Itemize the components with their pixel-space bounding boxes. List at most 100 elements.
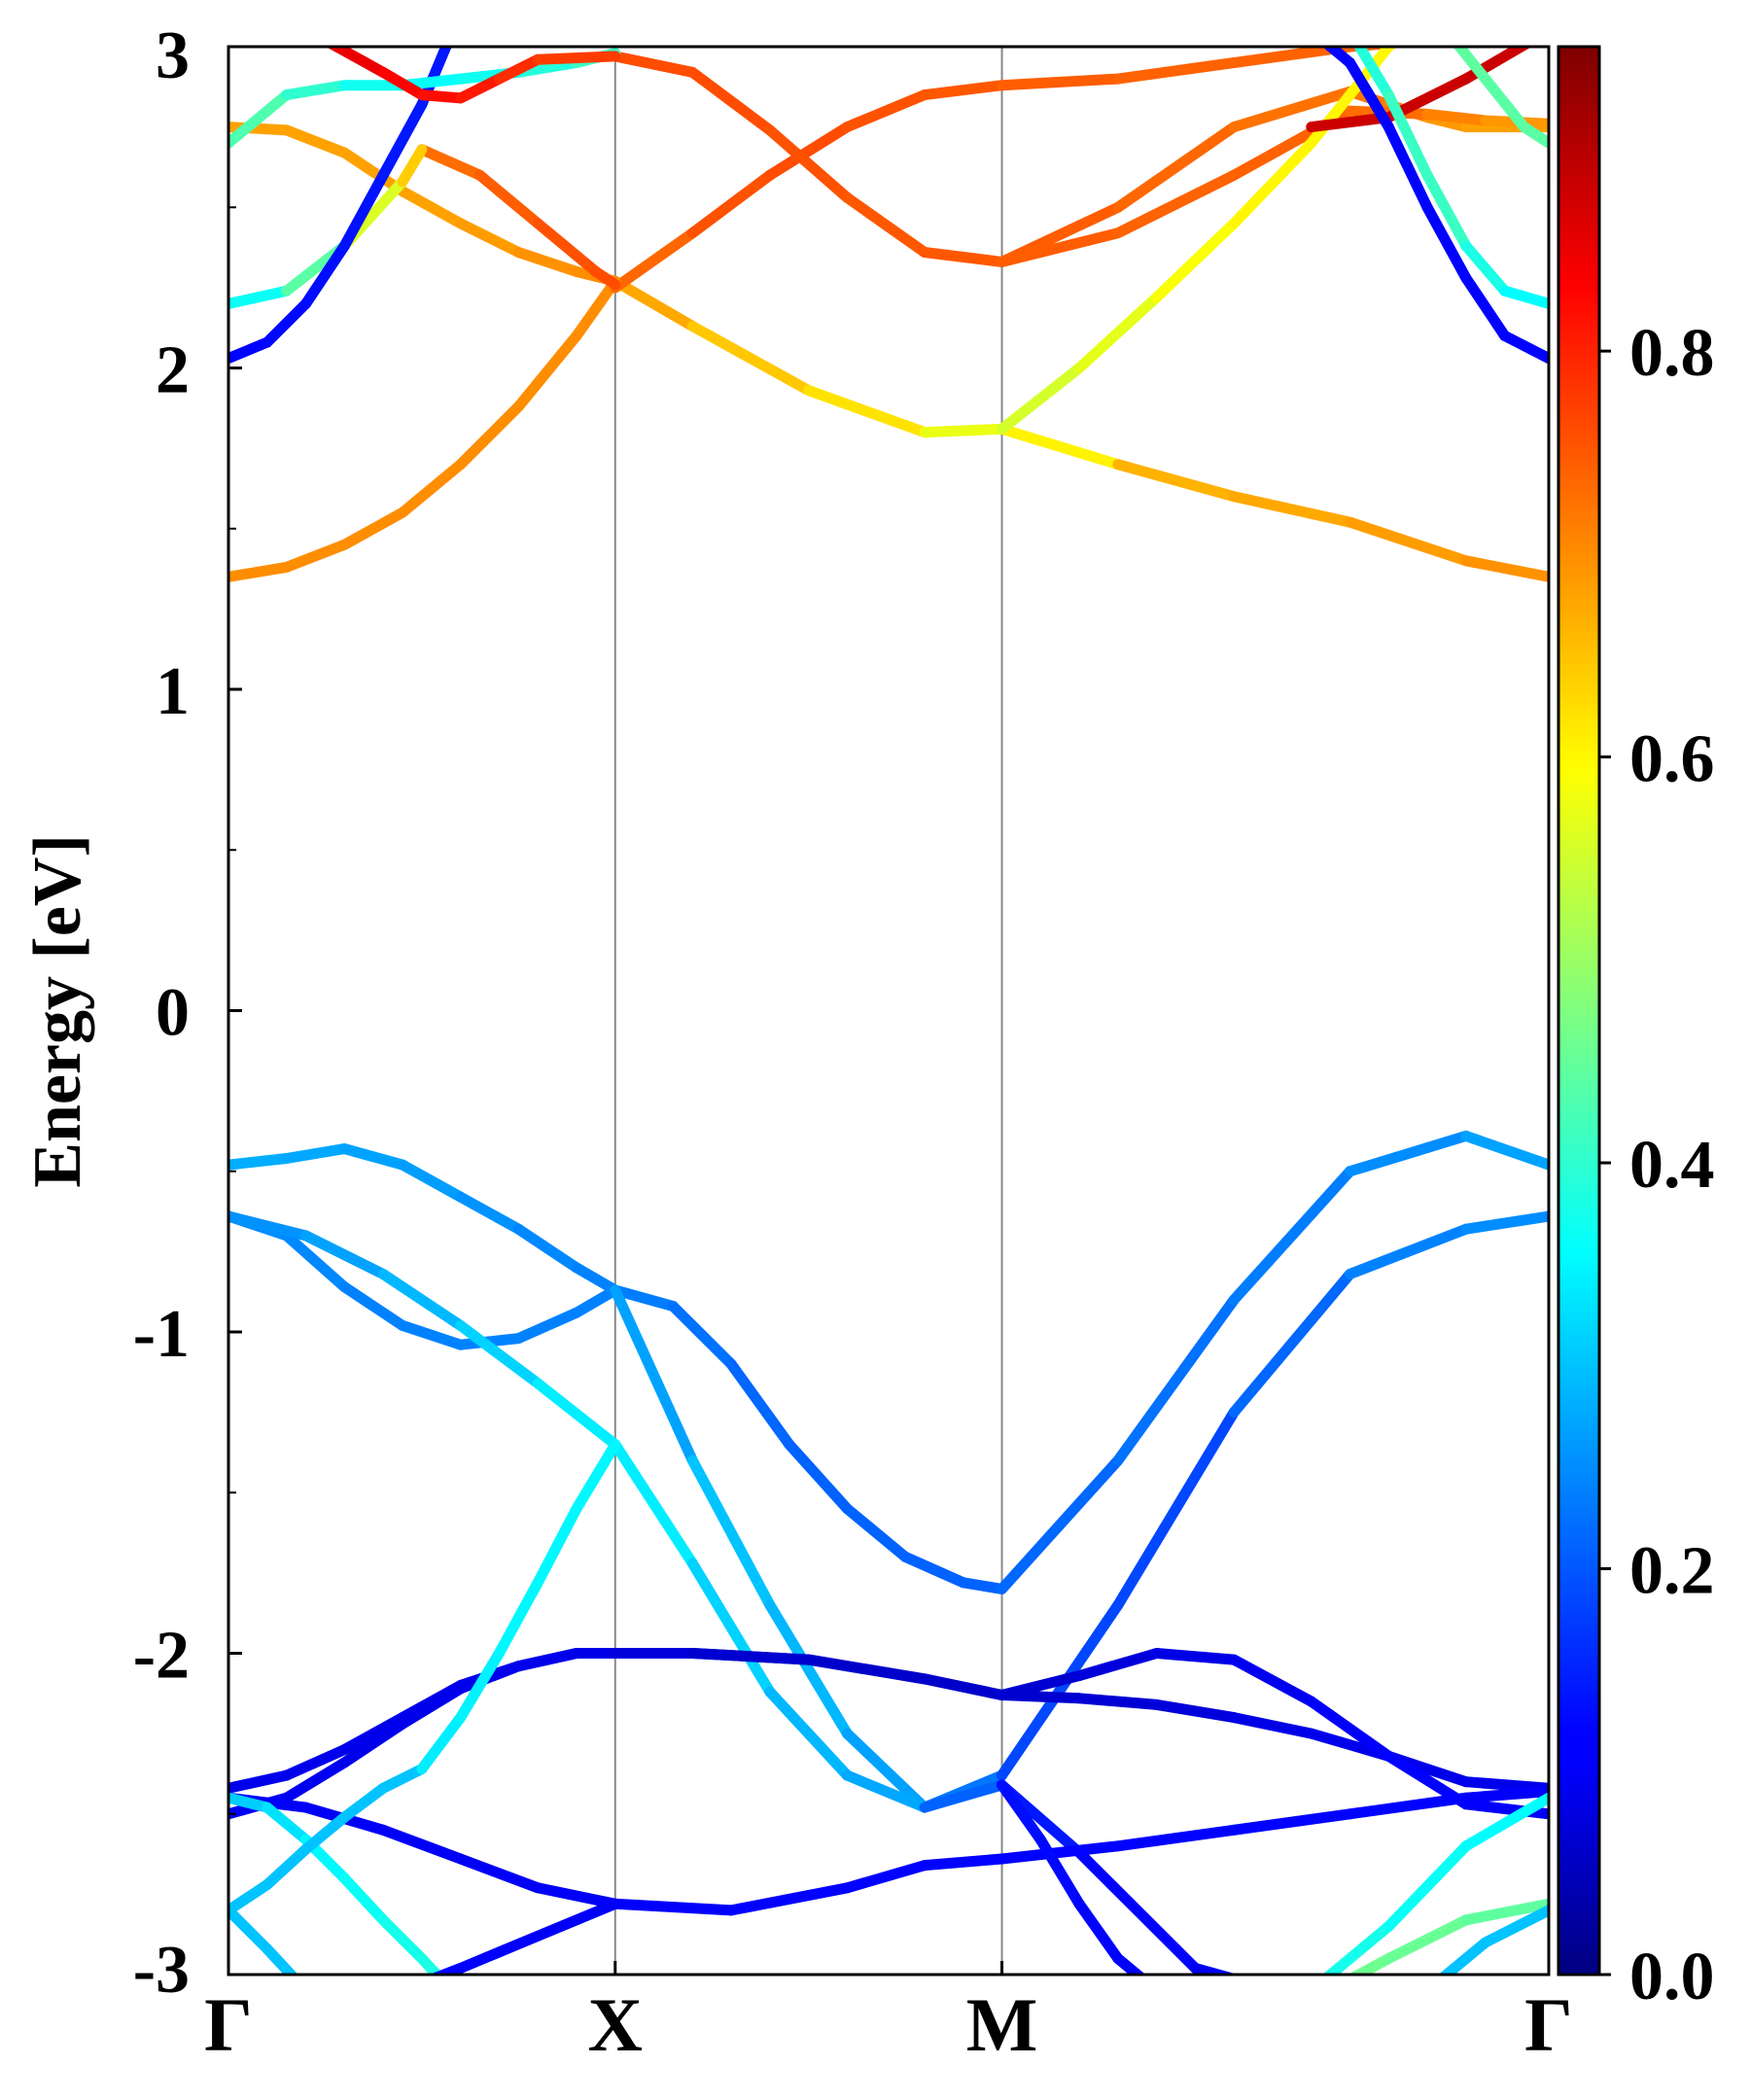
- plot-area: 3 2 1 0 -1 -2 -3 Γ X M Γ: [133, 15, 1573, 2067]
- band-segment: [1112, 1824, 1240, 1852]
- band-segment: [610, 228, 698, 294]
- band-segment: [455, 1319, 543, 1389]
- band-segment: [1460, 1130, 1549, 1171]
- band-segment: [610, 51, 698, 78]
- band-segment: [1421, 201, 1472, 284]
- band-segment: [1452, 47, 1491, 85]
- band-segment: [899, 1551, 969, 1589]
- band-segment: [841, 1503, 911, 1562]
- colorbar-tick-label: 0.6: [1629, 722, 1715, 797]
- band-segment: [841, 89, 930, 133]
- band-segment: [1112, 1407, 1240, 1611]
- band-segment: [228, 336, 273, 365]
- band-segment: [228, 285, 293, 309]
- band-segment: [281, 1757, 350, 1803]
- band-segment: [228, 1210, 312, 1242]
- band-segment: [1228, 1654, 1317, 1707]
- band-segment: [493, 1577, 543, 1659]
- band-segment: [610, 1439, 698, 1569]
- band-segment: [997, 423, 1124, 471]
- band-segment: [1228, 1808, 1355, 1836]
- band-4: [228, 1648, 1549, 1820]
- band-segment: [1112, 1294, 1240, 1466]
- colorbar-tick-label: 0.2: [1629, 1534, 1715, 1609]
- band-segment: [228, 122, 293, 136]
- band-2: [228, 1210, 1427, 2001]
- band-segment: [764, 124, 853, 203]
- band-segment: [397, 144, 428, 188]
- band-segment: [397, 186, 467, 229]
- band-segment: [338, 1718, 408, 1768]
- band-segment: [228, 89, 293, 149]
- band-segment: [1486, 15, 1524, 31]
- y-tick-label: 1: [156, 654, 190, 729]
- band-segment: [281, 80, 350, 101]
- band-segment: [512, 247, 582, 277]
- band-segment: [338, 507, 408, 550]
- band-segment: [667, 1301, 737, 1370]
- band-segment: [1112, 169, 1240, 239]
- band-segment: [841, 1728, 930, 1813]
- band-segment: [1228, 1269, 1355, 1418]
- band-segment: [397, 1683, 467, 1730]
- band-segment: [686, 321, 815, 397]
- band-segment: [919, 1673, 1007, 1700]
- band-segment: [455, 401, 524, 471]
- band-segment: [262, 1943, 298, 1975]
- band-segment: [1228, 86, 1355, 133]
- band-segment: [1345, 516, 1472, 567]
- band-segment: [1112, 1953, 1146, 1975]
- band-segment: [377, 1824, 467, 1865]
- band-segment: [1460, 555, 1549, 582]
- band-segment: [455, 73, 505, 104]
- y-axis-title: Energy [eV]: [20, 834, 95, 1188]
- band-segment: [571, 1262, 621, 1296]
- y-tick-label: -3: [133, 1933, 190, 2008]
- band-segment: [764, 1686, 853, 1781]
- band-segment: [512, 1307, 582, 1345]
- band-segment: [262, 1843, 312, 1890]
- band-segment: [1382, 1914, 1472, 1964]
- band-segment: [997, 228, 1124, 267]
- band-segment: [281, 1230, 350, 1293]
- band-segment: [377, 99, 428, 181]
- band-segment: [1345, 57, 1394, 133]
- band-segment: [455, 1853, 543, 1894]
- band-segment: [512, 1648, 582, 1672]
- band-segment: [725, 1358, 795, 1451]
- band-segment: [997, 363, 1085, 435]
- band-segment: [1345, 1223, 1472, 1279]
- band-segment: [1382, 89, 1433, 181]
- band-segment: [686, 1648, 815, 1665]
- band-segment: [532, 1898, 621, 1942]
- x-tick-label: Γ: [204, 1982, 253, 2067]
- band-segment: [1345, 1130, 1472, 1177]
- band-segment: [841, 1769, 930, 1813]
- band-segment: [228, 1879, 273, 1916]
- band-segment: [1073, 292, 1163, 373]
- band-segment: [1382, 47, 1397, 52]
- band-9: [416, 1439, 621, 1774]
- band-segment: [1382, 1840, 1472, 1932]
- band-segment: [512, 57, 582, 78]
- colorbar-ticks: 0.0 0.2 0.4 0.6 0.8: [1599, 316, 1715, 2014]
- band-segment: [1312, 1994, 1427, 2001]
- band-segment: [377, 66, 428, 101]
- band-11: [997, 1779, 1146, 1975]
- band-segment: [1519, 122, 1549, 149]
- band-segment: [493, 53, 543, 85]
- bands: [228, 15, 1549, 2001]
- band-segment: [841, 192, 930, 258]
- band-segment: [803, 1654, 930, 1685]
- band-segment: [532, 1882, 621, 1909]
- band-segment: [1345, 1792, 1472, 1820]
- band-segment: [338, 1143, 408, 1171]
- band-13: [1348, 1898, 1549, 1975]
- y-tick-label: -1: [133, 1297, 190, 1372]
- band-segment: [397, 1159, 467, 1203]
- band-segment: [1228, 491, 1355, 528]
- band-segment: [228, 1905, 273, 1955]
- band-segment: [919, 1779, 1007, 1813]
- band-segment: [1460, 240, 1511, 297]
